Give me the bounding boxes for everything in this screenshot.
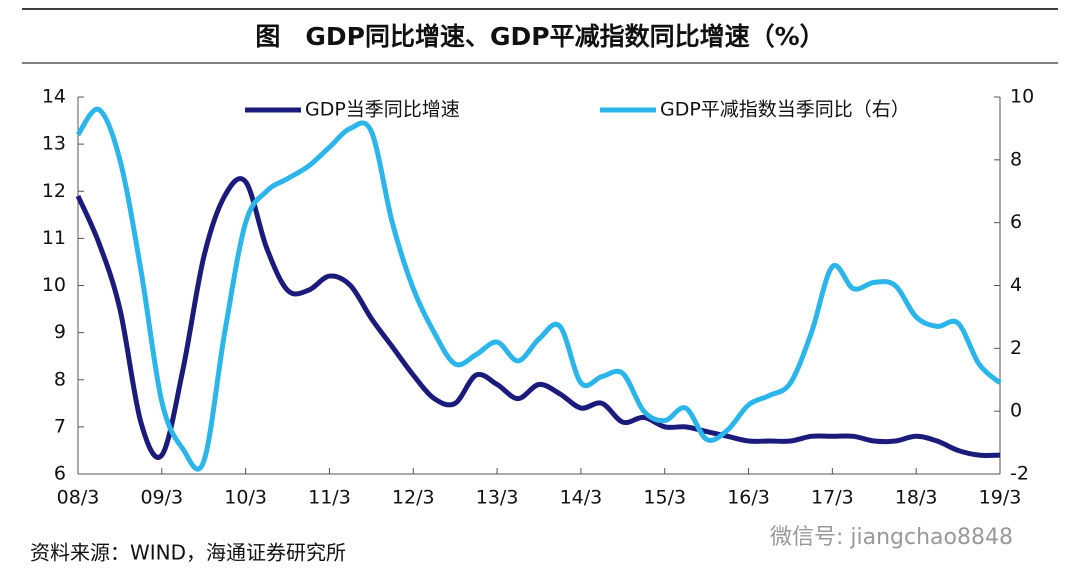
y-tick-label: 11 — [42, 227, 66, 249]
y-tick-label: 7 — [54, 415, 66, 437]
y-tick-label: 8 — [54, 368, 66, 390]
x-tick-label: 15/3 — [643, 487, 686, 509]
x-tick-label: 11/3 — [308, 487, 351, 509]
y2-tick-label: 10 — [1010, 86, 1034, 108]
y2-tick-label: 0 — [1010, 400, 1022, 422]
series-line — [75, 176, 1001, 460]
y2-tick-label: 6 — [1010, 211, 1022, 233]
legend-label: GDP当季同比增速 — [305, 99, 460, 121]
x-tick-label: 18/3 — [895, 487, 938, 509]
x-tick-label: 12/3 — [392, 487, 435, 509]
x-tick-label: 08/3 — [57, 487, 100, 509]
series-line — [75, 106, 1002, 472]
chart-title: 图 GDP同比增速、GDP平减指数同比增速（%） — [255, 22, 824, 51]
x-tick-label: 10/3 — [224, 487, 267, 509]
x-tick-label: 16/3 — [727, 487, 770, 509]
x-tick-label: 19/3 — [979, 487, 1022, 509]
y-tick-label: 14 — [42, 86, 66, 108]
source: 资料来源：WIND，海通证券研究所 — [30, 541, 346, 565]
x-tick-label: 09/3 — [140, 487, 183, 509]
y2-tick-label: 8 — [1010, 148, 1022, 170]
x-tick-label: 13/3 — [476, 487, 519, 509]
y-tick-label: 13 — [42, 133, 66, 155]
legend-label: GDP平减指数当季同比（右） — [660, 99, 910, 121]
x-tick-label: 17/3 — [811, 487, 854, 509]
y2-tick-label: -2 — [1010, 463, 1029, 485]
y-tick-label: 9 — [54, 321, 66, 343]
y-tick-label: 6 — [54, 463, 66, 485]
x-tick-label: 14/3 — [560, 487, 603, 509]
y-tick-label: 10 — [42, 274, 66, 296]
y-tick-label: 12 — [42, 180, 66, 202]
watermark: 微信号: jiangchao8848 — [770, 525, 1013, 550]
y2-tick-label: 4 — [1010, 274, 1022, 296]
y2-tick-label: 2 — [1010, 337, 1022, 359]
